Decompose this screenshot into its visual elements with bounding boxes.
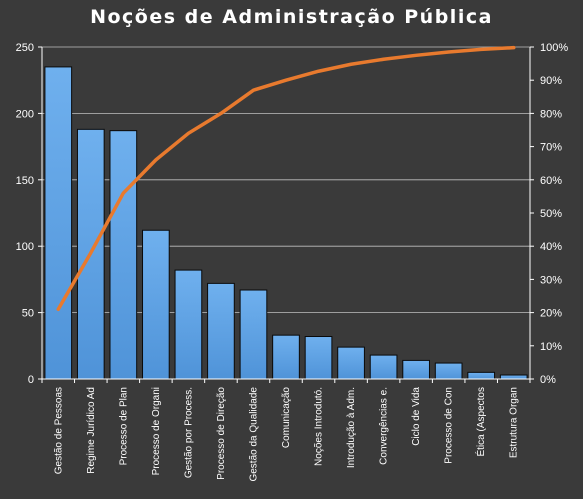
y-tick-label: 250 (16, 42, 34, 54)
y2-tick-labels: 0% 10% 20% 30% 40% 50% 60% 70% 80% 90% 100% (540, 42, 568, 386)
y2-tick-label: 100% (540, 42, 568, 54)
category-label: Processo de Organi (151, 387, 162, 475)
y-tick-label: 200 (16, 108, 34, 120)
category-label: Comunicação (281, 387, 292, 449)
category-label: Processo de Con (444, 387, 455, 464)
y-tick-label: 150 (16, 175, 34, 187)
bar (44, 66, 73, 380)
chart-title: Noções de Administração Pública (90, 6, 493, 28)
y2-tick-label: 40% (540, 241, 562, 253)
bar (207, 282, 235, 380)
y-tick-label: 50 (22, 308, 34, 320)
bar (272, 334, 300, 380)
y2-tick-label: 0% (540, 374, 556, 386)
bar (239, 289, 268, 380)
bar (402, 359, 430, 380)
bar (499, 374, 528, 380)
category-label: Ética (Aspectos (474, 387, 487, 456)
y-tick-label: 100 (16, 241, 34, 253)
y-tick-label: 0 (28, 374, 34, 386)
bar (142, 229, 170, 380)
bar (434, 362, 463, 380)
cumulative-line (56, 45, 516, 312)
bar (337, 346, 365, 380)
category-label: Gestão da Qualidade (248, 387, 259, 482)
category-label: Processo de Plan (118, 387, 129, 465)
y2-tick-label: 10% (540, 341, 562, 353)
bar (174, 269, 203, 380)
y-tick-labels: 0 50 100 150 200 250 (16, 42, 34, 386)
bar (369, 354, 398, 380)
bar (467, 371, 496, 380)
category-label: Noções Introdutó. (314, 387, 325, 466)
category-label: Estrutura Organ (509, 387, 520, 458)
y2-tick-label: 70% (540, 142, 562, 154)
y2-tick-label: 90% (540, 75, 562, 87)
category-label: Ciclo de Vida (411, 387, 422, 446)
y2-tick-label: 50% (540, 208, 562, 220)
gridlines (42, 46, 530, 314)
x-tick-labels: Gestão de Pessoas Regime Jurídico Ad Proce… (53, 387, 519, 482)
y2-tick-label: 60% (540, 175, 562, 187)
bar (109, 130, 138, 380)
category-label: Gestão por Process. (183, 387, 194, 478)
bar (304, 336, 333, 380)
category-label: Processo de Direção (216, 387, 227, 480)
category-label: Regime Jurídico Ad (86, 387, 97, 474)
y2-tick-label: 80% (540, 108, 562, 120)
category-label: Introdução à Adm. (346, 387, 357, 468)
category-label: Convergências e. (379, 387, 390, 465)
y2-tick-label: 30% (540, 274, 562, 286)
category-label: Gestão de Pessoas (53, 387, 64, 474)
y2-tick-label: 20% (540, 308, 562, 320)
axes (38, 46, 534, 383)
